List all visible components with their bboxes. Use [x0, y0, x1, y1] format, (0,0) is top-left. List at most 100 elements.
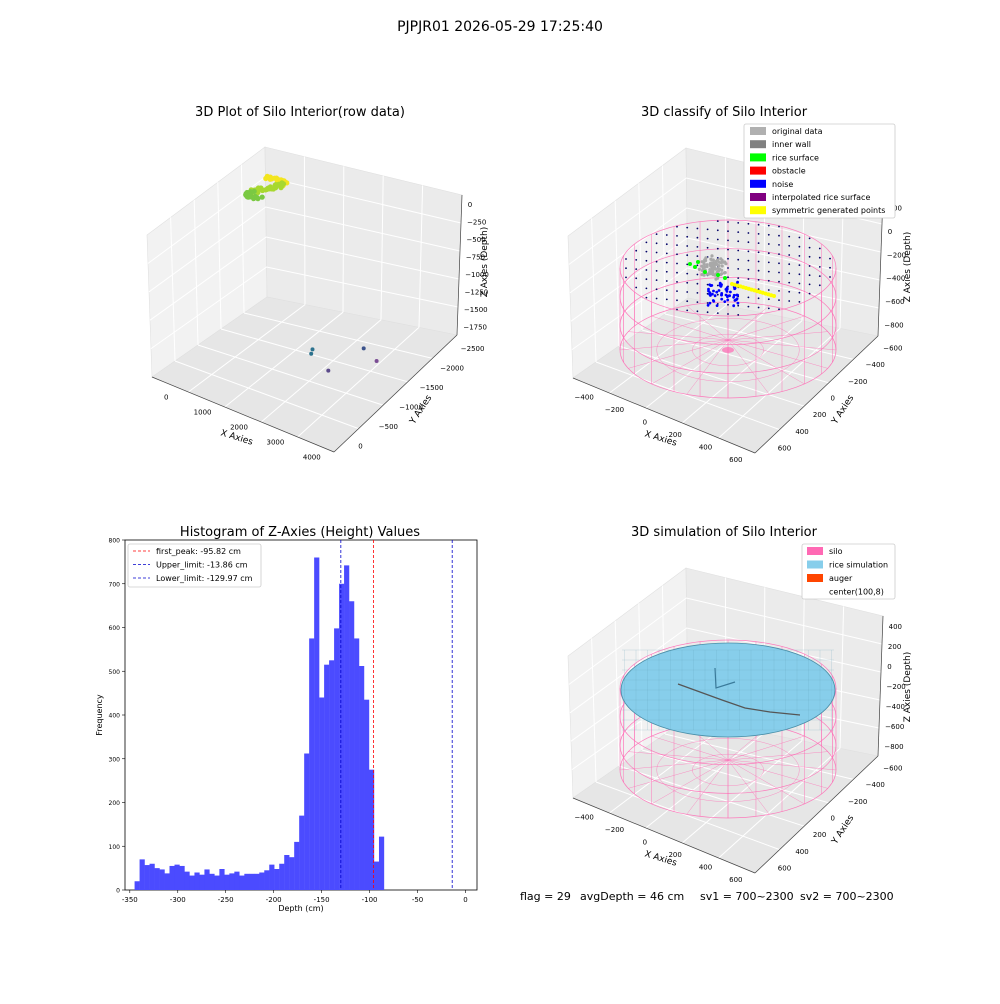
histogram-bar: [349, 601, 354, 890]
legend-label: silo: [829, 547, 843, 556]
noise-point: [819, 275, 821, 277]
noise-point: [758, 233, 760, 235]
figure-suptitle: PJPJR01 2026-05-29 17:25:40: [397, 19, 603, 35]
noise-point: [758, 279, 760, 281]
noise-point: [646, 260, 648, 262]
noise-point: [758, 270, 760, 272]
noise-point: [707, 311, 709, 313]
noise-cluster-point: [707, 288, 710, 291]
y-tick-label: −1500: [420, 384, 444, 392]
z-tick-label: 200: [888, 643, 901, 651]
noise-point: [646, 297, 648, 299]
noise-point: [737, 277, 739, 279]
noise-point: [717, 294, 719, 296]
y-tick-label: 400: [109, 713, 121, 720]
histogram-bar: [304, 754, 309, 891]
y-tick-label: 400: [795, 848, 808, 856]
noise-cluster-point: [720, 285, 723, 288]
simulation-plot-zlabel: Z Axies (Depth): [903, 652, 913, 723]
noise-point: [676, 253, 678, 255]
noise-point: [778, 308, 780, 310]
noise-point: [748, 232, 750, 234]
noise-point: [727, 249, 729, 251]
noise-point: [788, 263, 790, 265]
noise-point: [819, 266, 821, 268]
noise-point: [737, 250, 739, 252]
legend-label: center(100,8): [829, 588, 884, 597]
noise-point: [656, 298, 658, 300]
histogram-bar: [179, 866, 184, 890]
noise-point: [697, 283, 699, 285]
z-tick-label: 0: [888, 228, 892, 236]
noise-point: [768, 225, 770, 227]
legend-label: auger: [829, 574, 853, 583]
noise-cluster-point: [736, 294, 739, 297]
histogram-bar: [224, 875, 229, 890]
noise-point: [727, 230, 729, 232]
x-tick-label: 600: [729, 876, 742, 884]
noise-point: [686, 245, 688, 247]
noise-cluster-point: [709, 291, 712, 294]
histogram-bar: [264, 870, 269, 890]
histogram-ylabel: Frequency: [95, 694, 104, 736]
cluster-point: [260, 195, 265, 200]
histogram-bar: [269, 865, 274, 890]
noise-point: [625, 267, 627, 269]
noise-point: [788, 254, 790, 256]
noise-cluster-point: [712, 299, 715, 302]
noise-point: [656, 270, 658, 272]
noise-point: [707, 229, 709, 231]
noise-point: [809, 256, 811, 258]
noise-point: [809, 274, 811, 276]
inner-wall-point: [698, 268, 701, 271]
x-tick-label: -150: [314, 896, 330, 904]
y-tick-label: −200: [848, 378, 867, 386]
outlier-point: [309, 352, 313, 356]
noise-point: [758, 251, 760, 253]
x-tick-label: 0: [643, 838, 647, 846]
legend-label: inner wall: [772, 140, 811, 149]
noise-cluster-point: [726, 286, 729, 289]
z-tick-label: −1750: [463, 323, 487, 331]
x-tick-label: 0: [643, 418, 647, 426]
noise-point: [676, 299, 678, 301]
inner-wall-point: [719, 257, 722, 260]
depth-histogram: Histogram of Z-Axies (Height) Values -35…: [95, 525, 477, 913]
noise-point: [778, 244, 780, 246]
inner-wall-point: [718, 268, 721, 271]
noise-point: [737, 259, 739, 261]
outlier-point: [375, 359, 379, 363]
silo-center-mark: [722, 347, 734, 353]
noise-point: [819, 257, 821, 259]
y-tick-label: 700: [109, 581, 121, 588]
histogram-bar: [199, 875, 204, 890]
histogram-bar: [329, 660, 334, 890]
noise-point: [809, 247, 811, 249]
noise-point: [799, 264, 801, 266]
legend-label: original data: [772, 127, 823, 136]
noise-point: [635, 250, 637, 252]
noise-point: [768, 298, 770, 300]
noise-point: [717, 312, 719, 314]
noise-point: [748, 223, 750, 225]
noise-point: [727, 267, 729, 269]
rice-surface-point: [716, 273, 720, 277]
legend-swatch: [750, 206, 766, 214]
inner-wall-point: [719, 261, 722, 264]
y-tick-label: 0: [358, 442, 362, 450]
noise-point: [697, 301, 699, 303]
outlier-point: [326, 369, 330, 373]
z-tick-label: −1500: [464, 306, 488, 314]
rice-surface-point: [696, 260, 700, 264]
noise-point: [778, 253, 780, 255]
noise-point: [778, 226, 780, 228]
grid-line: [725, 158, 726, 306]
histogram-bar: [364, 700, 369, 890]
noise-point: [697, 264, 699, 266]
legend-label: Lower_limit: -129.97 cm: [156, 574, 253, 583]
noise-point: [717, 285, 719, 287]
noise-point: [727, 258, 729, 260]
noise-point: [748, 278, 750, 280]
noise-point: [727, 304, 729, 306]
